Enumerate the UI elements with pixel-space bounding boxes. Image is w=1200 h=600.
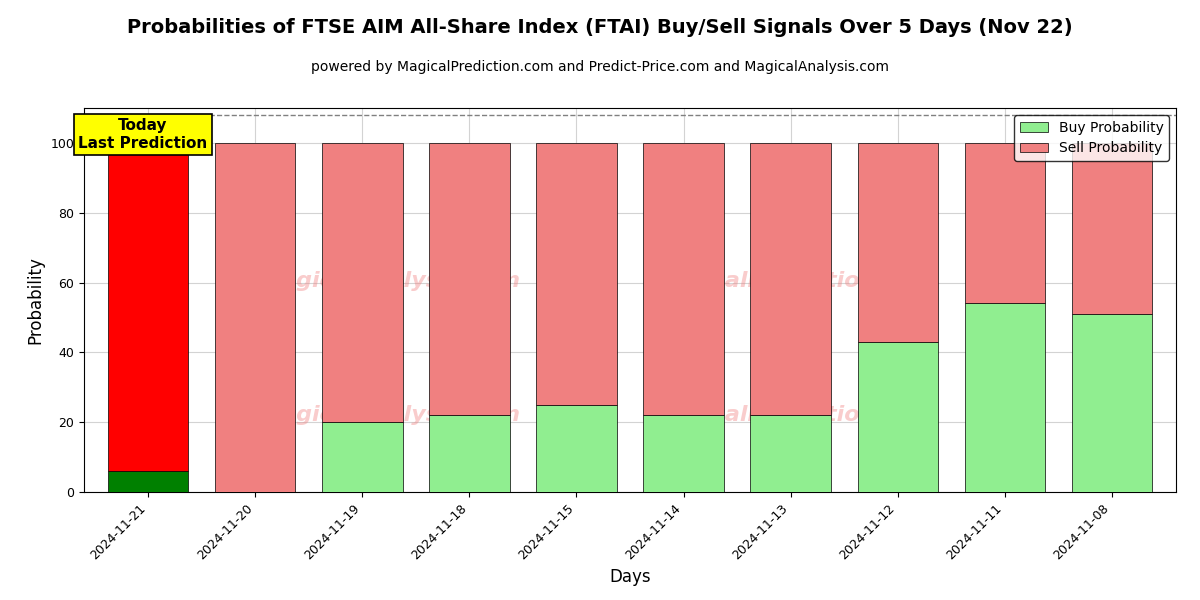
Bar xyxy=(858,342,937,492)
Bar xyxy=(643,143,724,415)
Bar xyxy=(965,304,1045,492)
Text: MagicalPrediction.com: MagicalPrediction.com xyxy=(652,271,936,291)
Bar xyxy=(430,415,510,492)
Bar xyxy=(858,143,937,342)
X-axis label: Days: Days xyxy=(610,568,650,586)
Text: powered by MagicalPrediction.com and Predict-Price.com and MagicalAnalysis.com: powered by MagicalPrediction.com and Pre… xyxy=(311,60,889,74)
Bar xyxy=(536,405,617,492)
Bar xyxy=(215,143,295,492)
Y-axis label: Probability: Probability xyxy=(26,256,44,344)
Legend: Buy Probability, Sell Probability: Buy Probability, Sell Probability xyxy=(1014,115,1169,161)
Bar xyxy=(1072,314,1152,492)
Text: Today
Last Prediction: Today Last Prediction xyxy=(78,118,208,151)
Text: MagicalAnalysis.com: MagicalAnalysis.com xyxy=(259,405,521,425)
Bar xyxy=(108,471,188,492)
Text: Probabilities of FTSE AIM All-Share Index (FTAI) Buy/Sell Signals Over 5 Days (N: Probabilities of FTSE AIM All-Share Inde… xyxy=(127,18,1073,37)
Bar xyxy=(323,143,402,422)
Bar xyxy=(430,143,510,415)
Bar xyxy=(750,415,830,492)
Bar xyxy=(323,422,402,492)
Bar xyxy=(750,143,830,415)
Bar xyxy=(108,143,188,471)
Text: MagicalPrediction.com: MagicalPrediction.com xyxy=(652,405,936,425)
Bar xyxy=(965,143,1045,304)
Bar xyxy=(1072,143,1152,314)
Bar xyxy=(536,143,617,405)
Text: MagicalAnalysis.com: MagicalAnalysis.com xyxy=(259,271,521,291)
Bar xyxy=(643,415,724,492)
